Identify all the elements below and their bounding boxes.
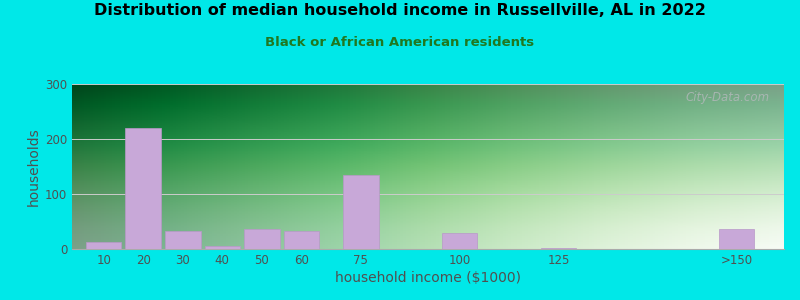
Bar	[284, 231, 319, 249]
Bar	[126, 128, 161, 249]
Bar	[442, 232, 478, 249]
Bar	[205, 246, 240, 249]
Bar	[343, 175, 378, 249]
Text: Distribution of median household income in Russellville, AL in 2022: Distribution of median household income …	[94, 3, 706, 18]
Bar	[541, 248, 576, 249]
Bar	[244, 229, 280, 249]
Y-axis label: households: households	[26, 127, 41, 206]
Bar	[86, 242, 122, 249]
Text: City-Data.com: City-Data.com	[686, 91, 770, 103]
Bar	[165, 231, 201, 249]
Text: Black or African American residents: Black or African American residents	[266, 36, 534, 49]
X-axis label: household income ($1000): household income ($1000)	[335, 271, 521, 285]
Bar	[718, 229, 754, 249]
